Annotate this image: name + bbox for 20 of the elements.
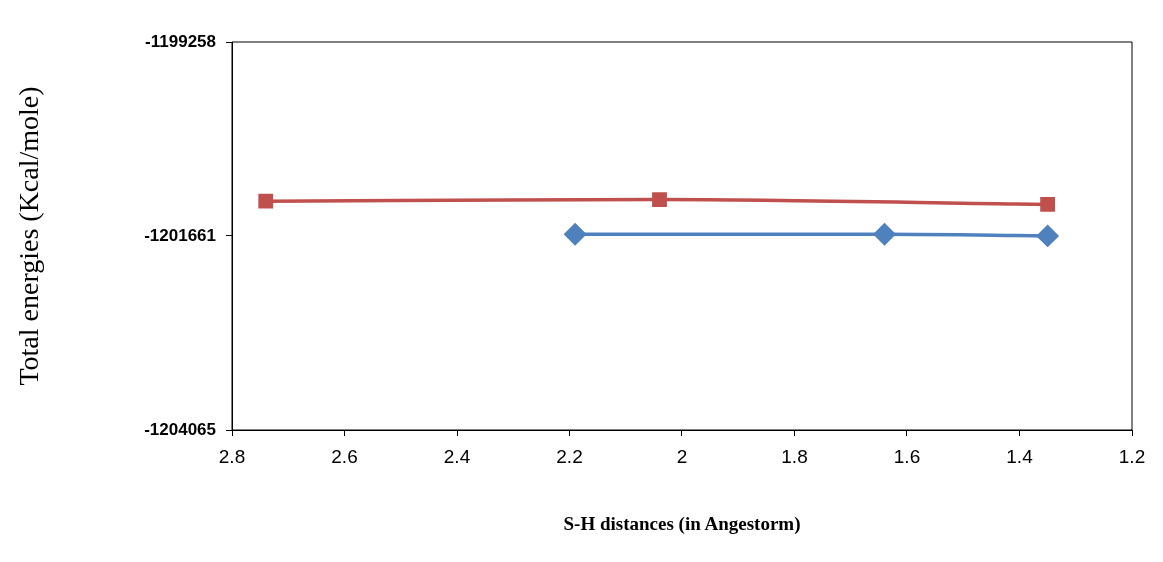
point — [652, 192, 667, 207]
x-tick-label: 2.8 — [218, 445, 246, 467]
point — [1036, 225, 1059, 247]
x-tick-label: 2.6 — [331, 445, 358, 467]
y-tick-label: -1204065 — [144, 419, 216, 439]
x-tick-label: 1.4 — [1006, 445, 1034, 467]
x-tick-label: 2.2 — [556, 445, 583, 467]
y-tick-label: -1201661 — [144, 225, 216, 245]
x-tick-label: 2 — [676, 445, 688, 467]
x-tick-label: 1.8 — [781, 445, 808, 467]
point — [564, 223, 586, 246]
x-tick-label: 2.4 — [443, 445, 471, 467]
point — [1040, 196, 1056, 212]
x-tick-label: 1.6 — [893, 445, 921, 467]
point — [258, 193, 274, 209]
point — [873, 223, 896, 246]
y-tick-label: -1199258 — [145, 31, 216, 51]
x-tick-label: 1.2 — [1118, 445, 1146, 467]
x-axis-title: S-H distances (in Angestorm) — [563, 512, 801, 535]
y-axis-title: Total energies (Kcal/mole) — [13, 86, 45, 386]
